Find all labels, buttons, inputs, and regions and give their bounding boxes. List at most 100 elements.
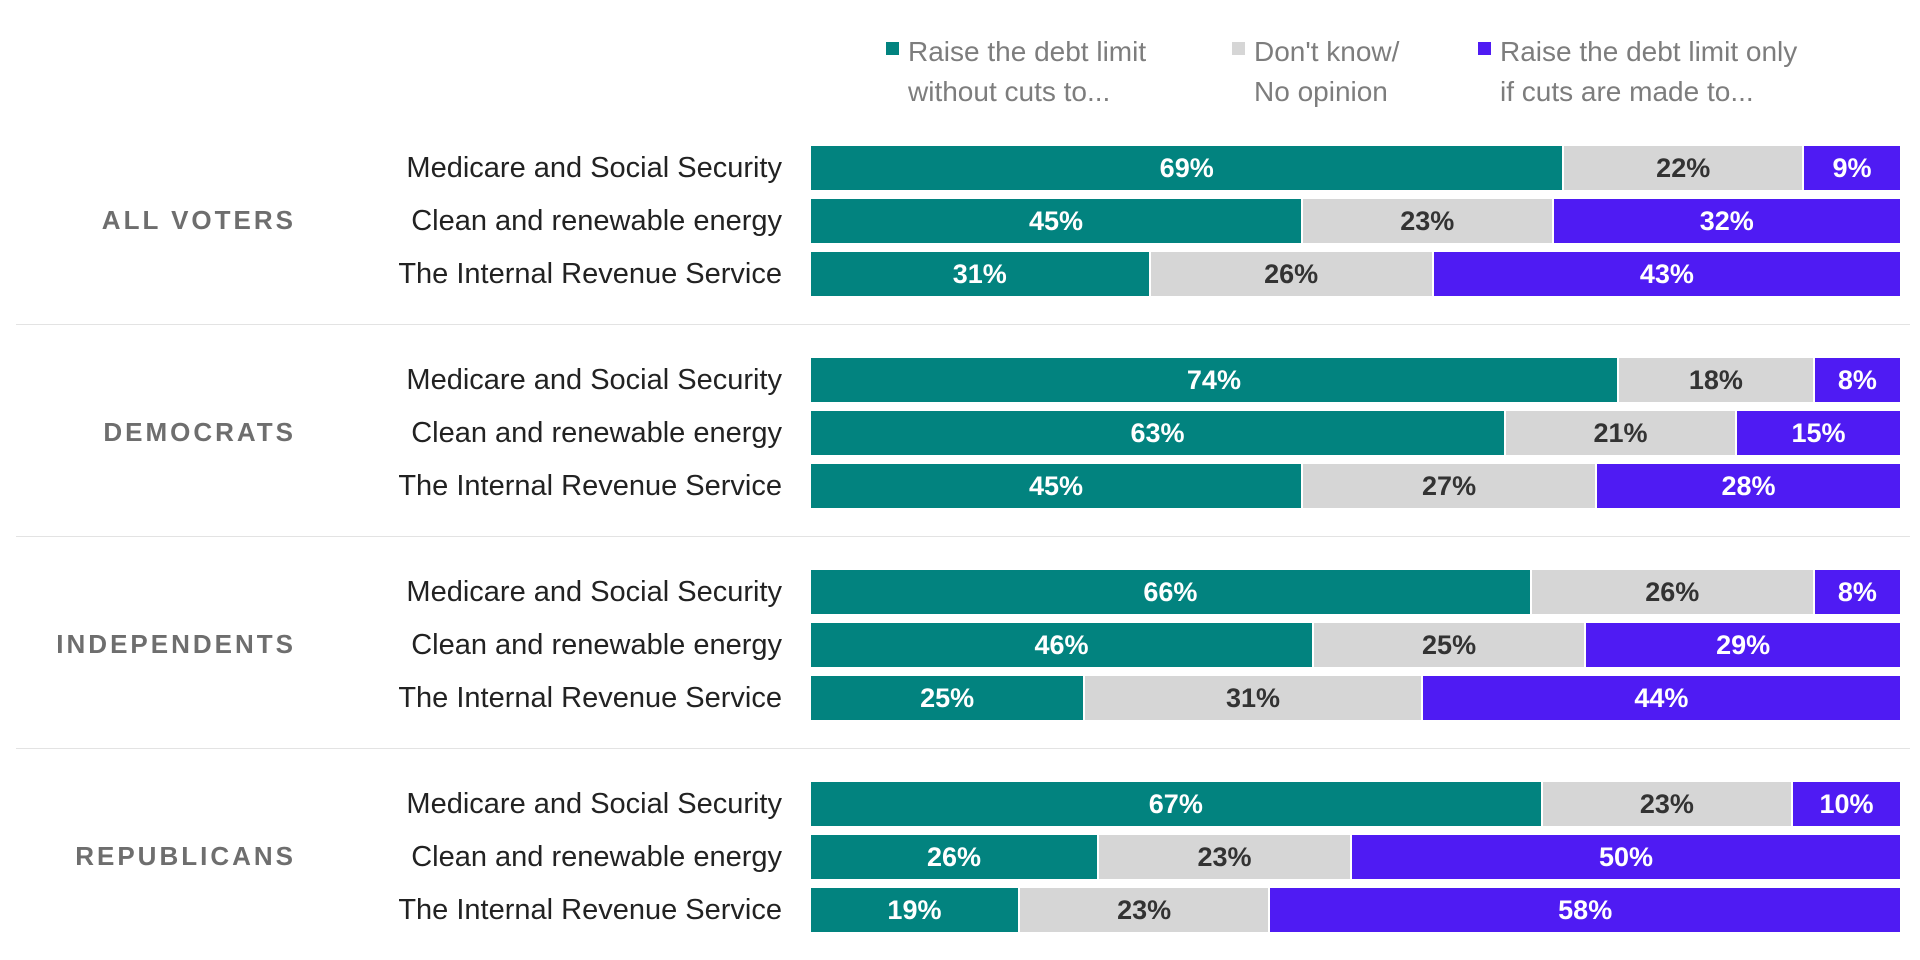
- stacked-bar: 26% 23% 50%: [811, 835, 1900, 879]
- data-label: 23%: [1400, 205, 1455, 236]
- data-label: 74%: [1186, 364, 1241, 395]
- stacked-bar: 66% 26% 8%: [811, 570, 1900, 614]
- bar-segment-dont_know: 23%: [1540, 782, 1792, 826]
- bar-segment-raise_without_cuts: 74%: [811, 358, 1617, 402]
- group-divider: [16, 748, 1910, 749]
- data-label: 23%: [1197, 841, 1252, 872]
- row-label: The Internal Revenue Service: [398, 894, 782, 926]
- bar-segment-raise_without_cuts: 26%: [811, 835, 1097, 879]
- data-label: 9%: [1832, 152, 1872, 183]
- data-label: 43%: [1639, 258, 1694, 289]
- stacked-bar: 45% 27% 28%: [811, 464, 1900, 508]
- data-label: 25%: [920, 682, 975, 713]
- bar-segment-raise_only_if_cuts: 50%: [1350, 835, 1900, 879]
- legend-item-raise_without_cuts: Raise the debt limit without cuts to...: [886, 32, 1146, 112]
- data-label: 67%: [1148, 788, 1203, 819]
- bar-segment-dont_know: 31%: [1083, 676, 1421, 720]
- stacked-bar: 45% 23% 32%: [811, 199, 1900, 243]
- bar-segment-raise_without_cuts: 63%: [811, 411, 1504, 455]
- data-label: 58%: [1558, 894, 1613, 925]
- group-divider: [16, 536, 1910, 537]
- bar-segment-raise_without_cuts: 25%: [811, 676, 1084, 720]
- data-label: 10%: [1819, 788, 1874, 819]
- bar-segment-raise_only_if_cuts: 28%: [1595, 464, 1900, 508]
- bar-segment-dont_know: 21%: [1504, 411, 1735, 455]
- data-label: 8%: [1837, 576, 1877, 607]
- stacked-bar: 25% 31% 44%: [811, 676, 1900, 720]
- data-label: 31%: [1226, 682, 1281, 713]
- stacked-bar: 46% 25% 29%: [811, 623, 1900, 667]
- group-label: DEMOCRATS: [103, 417, 296, 447]
- legend-label: Don't know/ No opinion: [1254, 36, 1400, 107]
- row-label: The Internal Revenue Service: [398, 470, 782, 502]
- bar-segment-raise_only_if_cuts: 43%: [1431, 252, 1900, 296]
- data-label: 25%: [1422, 629, 1477, 660]
- bar-segment-raise_only_if_cuts: 29%: [1584, 623, 1900, 667]
- bar-segment-dont_know: 18%: [1616, 358, 1813, 402]
- row-label: Clean and renewable energy: [411, 841, 782, 873]
- data-label: 23%: [1639, 788, 1694, 819]
- group-label: REPUBLICANS: [75, 841, 296, 871]
- bar-segment-dont_know: 23%: [1301, 199, 1552, 243]
- row-label: Medicare and Social Security: [406, 152, 782, 184]
- data-label: 19%: [887, 894, 942, 925]
- legend-swatch: [886, 42, 899, 55]
- row-label: Clean and renewable energy: [411, 629, 782, 661]
- data-label: 8%: [1837, 364, 1877, 395]
- data-label: 31%: [952, 258, 1007, 289]
- bar-segment-raise_only_if_cuts: 10%: [1791, 782, 1900, 826]
- data-label: 63%: [1130, 417, 1185, 448]
- bar-segment-raise_only_if_cuts: 32%: [1551, 199, 1900, 243]
- data-label: 66%: [1143, 576, 1198, 607]
- bar-segment-raise_without_cuts: 45%: [811, 199, 1302, 243]
- row-label: Medicare and Social Security: [406, 788, 782, 820]
- data-label: 21%: [1593, 417, 1648, 448]
- bar-segment-raise_without_cuts: 31%: [811, 252, 1149, 296]
- bar-segment-dont_know: 26%: [1148, 252, 1432, 296]
- data-label: 50%: [1598, 841, 1654, 872]
- legend-swatch: [1478, 42, 1491, 55]
- data-label: 26%: [1645, 576, 1700, 607]
- bar-segment-raise_without_cuts: 45%: [811, 464, 1302, 508]
- data-label: 44%: [1634, 682, 1689, 713]
- bar-segment-dont_know: 23%: [1017, 888, 1269, 932]
- row-label: Medicare and Social Security: [406, 364, 782, 396]
- data-label: 32%: [1699, 205, 1754, 236]
- bar-segment-raise_only_if_cuts: 44%: [1420, 676, 1900, 720]
- legend-label: Raise the debt limit only if cuts are ma…: [1500, 36, 1798, 107]
- data-label: 46%: [1034, 629, 1089, 660]
- data-label: 15%: [1791, 417, 1846, 448]
- data-label: 69%: [1159, 152, 1214, 183]
- row-label: Medicare and Social Security: [406, 576, 782, 608]
- row-label: Clean and renewable energy: [411, 417, 782, 449]
- bar-segment-raise_without_cuts: 19%: [811, 888, 1018, 932]
- row-label: Clean and renewable energy: [411, 205, 782, 237]
- stacked-bar: 69% 22% 9%: [811, 146, 1900, 190]
- bar-segment-raise_without_cuts: 69%: [811, 146, 1563, 190]
- bar-segment-raise_without_cuts: 46%: [811, 623, 1312, 667]
- data-label: 22%: [1656, 152, 1711, 183]
- bar-segment-raise_without_cuts: 66%: [811, 570, 1530, 614]
- data-label: 26%: [1264, 258, 1319, 289]
- bar-segment-dont_know: 26%: [1529, 570, 1813, 614]
- stacked-bar: 67% 23% 10%: [811, 782, 1900, 826]
- bar-segment-raise_only_if_cuts: 58%: [1268, 888, 1900, 932]
- data-label: 23%: [1117, 894, 1172, 925]
- legend-label: Raise the debt limit without cuts to...: [908, 36, 1147, 107]
- data-label: 27%: [1422, 470, 1477, 501]
- legend-item-dont_know: Don't know/ No opinion: [1232, 32, 1399, 112]
- data-label: 45%: [1029, 470, 1084, 501]
- bar-segment-dont_know: 27%: [1301, 464, 1596, 508]
- data-label: 26%: [926, 841, 982, 872]
- stacked-bar: 19% 23% 58%: [811, 888, 1900, 932]
- stacked-bar: 31% 26% 43%: [811, 252, 1900, 296]
- bar-segment-dont_know: 25%: [1311, 623, 1585, 667]
- bar-segment-dont_know: 22%: [1562, 146, 1802, 190]
- data-label: 29%: [1716, 629, 1771, 660]
- stacked-bar: 74% 18% 8%: [811, 358, 1900, 402]
- group-divider: [16, 324, 1910, 325]
- group-label: INDEPENDENTS: [56, 629, 296, 659]
- bar-segment-raise_only_if_cuts: 9%: [1801, 146, 1900, 190]
- legend-swatch: [1232, 42, 1245, 55]
